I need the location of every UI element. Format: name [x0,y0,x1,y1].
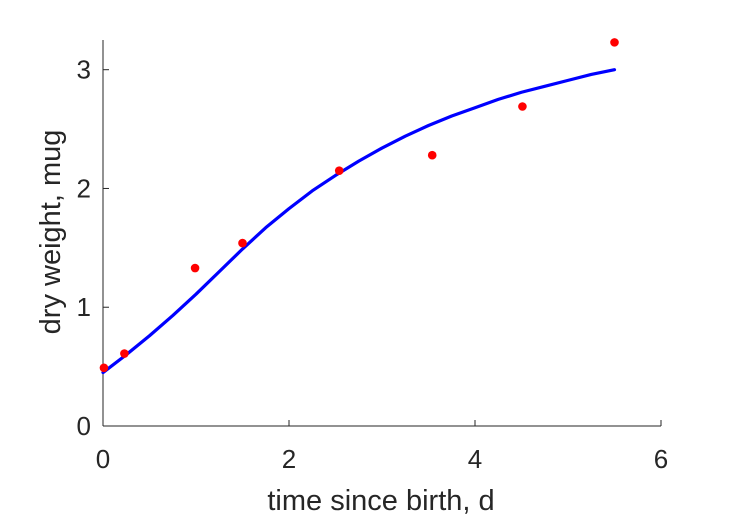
y-tick-label: 3 [77,55,91,85]
y-tick-label: 0 [77,411,91,441]
axes [102,40,662,427]
data-point [334,166,344,175]
data-point [518,102,527,111]
y-axis-label: dry weight, mug [35,130,67,335]
data-point [427,150,437,160]
x-axis-label: time since birth, d [267,485,494,517]
fit-line [101,68,617,375]
plot-area [99,38,619,375]
data-point [610,38,619,47]
x-tick-label: 0 [96,444,110,474]
x-tick-label: 2 [282,444,296,474]
x-tick-label: 6 [654,444,668,474]
data-point [190,263,200,273]
data-point [99,363,109,373]
data-point [120,349,129,358]
y-tick-label: 2 [77,173,91,203]
data-point [238,238,247,248]
x-tick-label: 4 [468,444,482,474]
y-tick-label: 1 [77,292,91,322]
tick-labels: 0 2 4 6 0 1 2 3 [77,55,669,474]
